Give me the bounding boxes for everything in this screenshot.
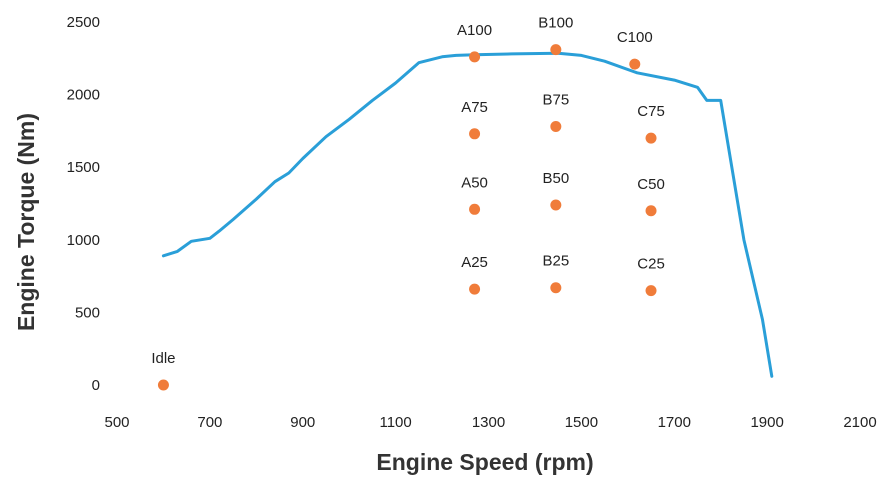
x-tick-label: 1100	[379, 414, 411, 431]
operating-point	[469, 128, 481, 140]
operating-point-label: B100	[538, 15, 573, 32]
operating-point	[469, 51, 481, 63]
operating-points: Idle A25 A50 A75 A100 B25 B50 B75 B100 C25 C50 C75 C…	[151, 15, 665, 391]
operating-point-label: A25	[461, 254, 488, 271]
operating-point-label: C100	[617, 29, 653, 46]
operating-point-label: A100	[457, 22, 492, 39]
y-axis-ticks: 0 500 1000 1500 2000 2500	[67, 14, 100, 394]
operating-point-label: B25	[542, 253, 569, 270]
operating-point	[645, 132, 657, 144]
y-axis-title: Engine Torque (Nm)	[13, 113, 39, 331]
operating-point	[469, 203, 481, 215]
y-tick-label: 2500	[67, 14, 100, 31]
x-tick-label: 700	[197, 414, 222, 431]
operating-point	[550, 282, 562, 294]
operating-point	[645, 285, 657, 297]
operating-point	[550, 121, 562, 133]
operating-point-label: A50	[461, 174, 488, 191]
x-axis-title: Engine Speed (rpm)	[376, 449, 593, 475]
operating-point-label: C75	[637, 103, 665, 120]
operating-point-label: A75	[461, 99, 488, 116]
y-tick-label: 2000	[67, 87, 100, 104]
operating-point-label: B50	[542, 170, 569, 187]
operating-point	[157, 379, 169, 391]
operating-point	[645, 205, 657, 217]
y-tick-label: 0	[92, 377, 100, 394]
x-tick-label: 1900	[750, 414, 783, 431]
x-axis-ticks: 500 700 900 1100 1300 1500 1700 1900 2100	[104, 414, 876, 431]
operating-point	[629, 58, 641, 70]
operating-point	[550, 199, 562, 211]
operating-point-label: B75	[542, 92, 569, 109]
x-tick-label: 900	[290, 414, 315, 431]
operating-point-label: Idle	[151, 350, 175, 367]
torque-curve-line	[161, 51, 774, 378]
operating-point-label: C50	[637, 176, 665, 193]
x-tick-label: 1300	[472, 414, 505, 431]
y-tick-label: 1000	[67, 232, 100, 249]
x-tick-label: 2100	[843, 414, 876, 431]
operating-point-label: C25	[637, 256, 665, 273]
operating-point	[469, 283, 481, 295]
y-tick-label: 500	[75, 304, 100, 321]
x-tick-label: 1500	[565, 414, 598, 431]
operating-point	[550, 44, 562, 56]
y-tick-label: 1500	[67, 159, 100, 176]
x-tick-label: 500	[104, 414, 129, 431]
x-tick-label: 1700	[658, 414, 691, 431]
plot-area	[161, 51, 774, 378]
